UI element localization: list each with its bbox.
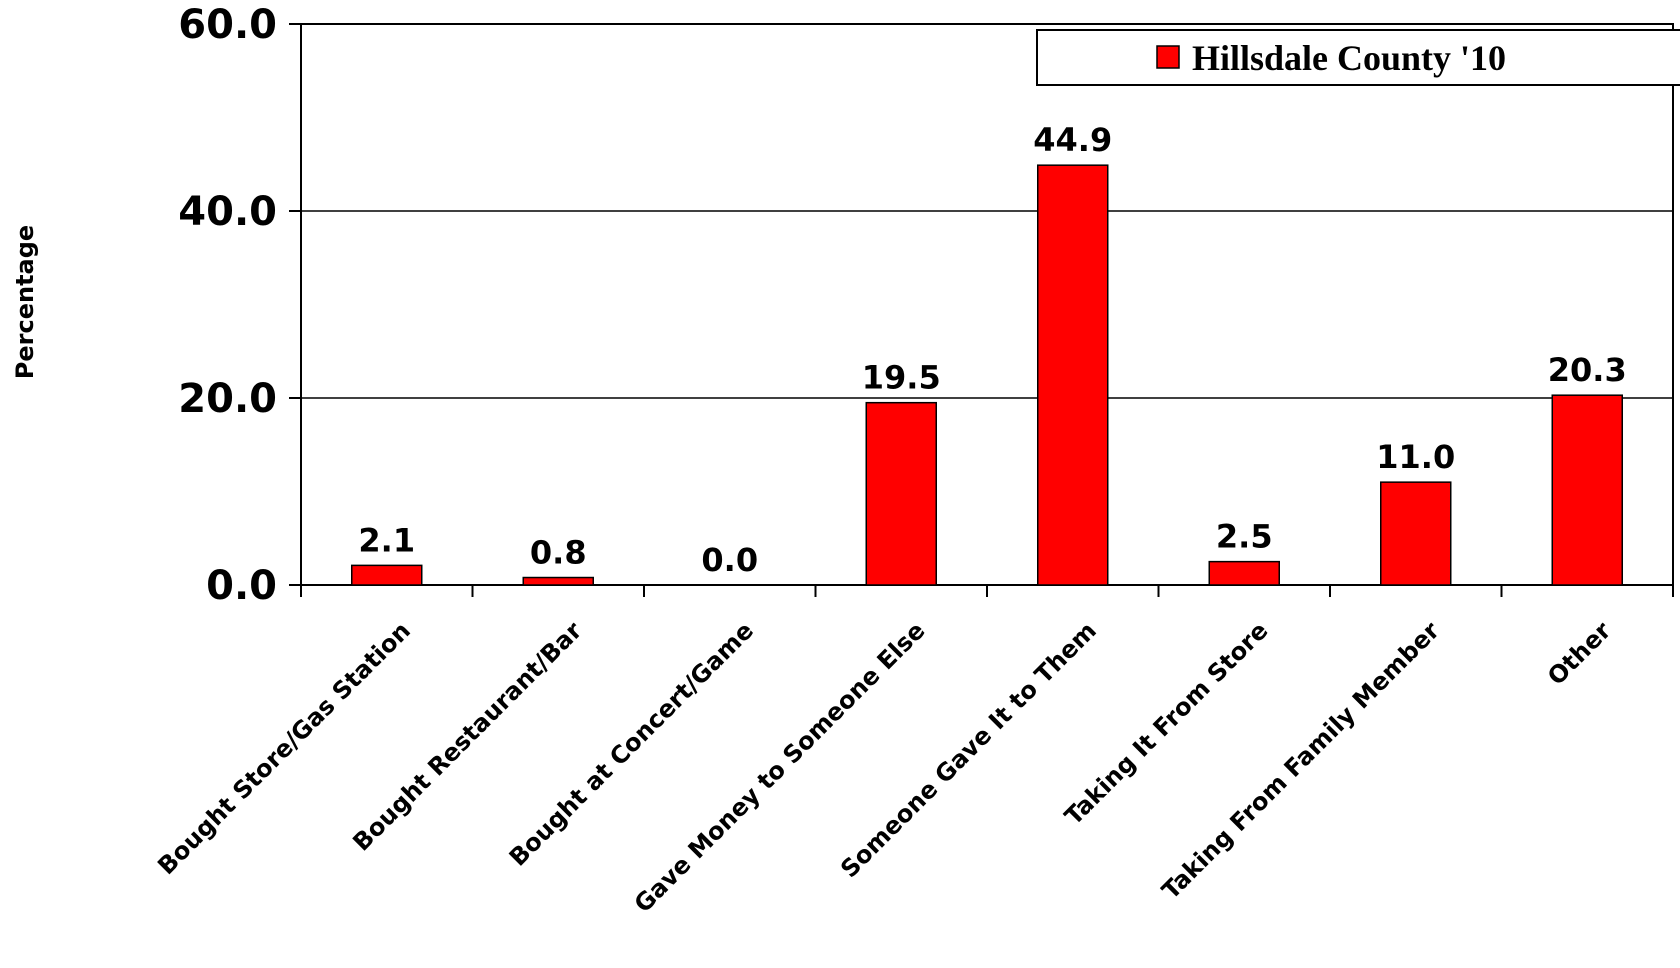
bar: [522, 576, 594, 586]
data-label: 44.9: [1033, 121, 1112, 159]
x-category-label: Other: [1542, 616, 1616, 690]
bar: [1380, 481, 1452, 586]
data-label: 11.0: [1376, 438, 1455, 476]
y-tick-label: 60.0: [178, 2, 277, 48]
x-category-label: Taking From Family Member: [1157, 616, 1446, 905]
data-label: 19.5: [862, 359, 941, 397]
y-axis-ticks: 0.0 20.0 40.0 60.0: [178, 2, 301, 609]
data-label: 2.1: [358, 521, 415, 559]
x-axis-ticks: [300, 585, 1674, 597]
data-label: 2.5: [1216, 518, 1273, 556]
legend-box: [1036, 29, 1680, 86]
bar: [1037, 164, 1109, 586]
plot-area-frame: [300, 23, 1674, 586]
y-tick-label: 20.0: [178, 376, 277, 422]
x-category-label: Gave Money to Someone Else: [629, 616, 931, 918]
gridlines: [301, 210, 1673, 399]
legend: Hillsdale County '10: [1036, 29, 1680, 86]
y-tick-label: 0.0: [206, 563, 277, 609]
data-label: 20.3: [1548, 351, 1627, 389]
data-label: 0.8: [530, 534, 587, 572]
data-label: 0.0: [701, 541, 758, 579]
bar: [1208, 560, 1280, 586]
bar: [351, 564, 423, 586]
y-tick-label: 40.0: [178, 189, 277, 235]
legend-series-label: Hillsdale County '10: [1192, 38, 1506, 78]
x-category-label: Taking It From Store: [1059, 616, 1273, 830]
legend-swatch: [1156, 45, 1180, 69]
bar: [865, 401, 937, 586]
bar: [1551, 394, 1623, 586]
data-labels: 2.1 0.8 0.0 19.5 44.9 2.5 11.0 20.3: [358, 121, 1626, 579]
y-axis-title: Percentage: [11, 225, 39, 379]
bars: [351, 164, 1623, 586]
